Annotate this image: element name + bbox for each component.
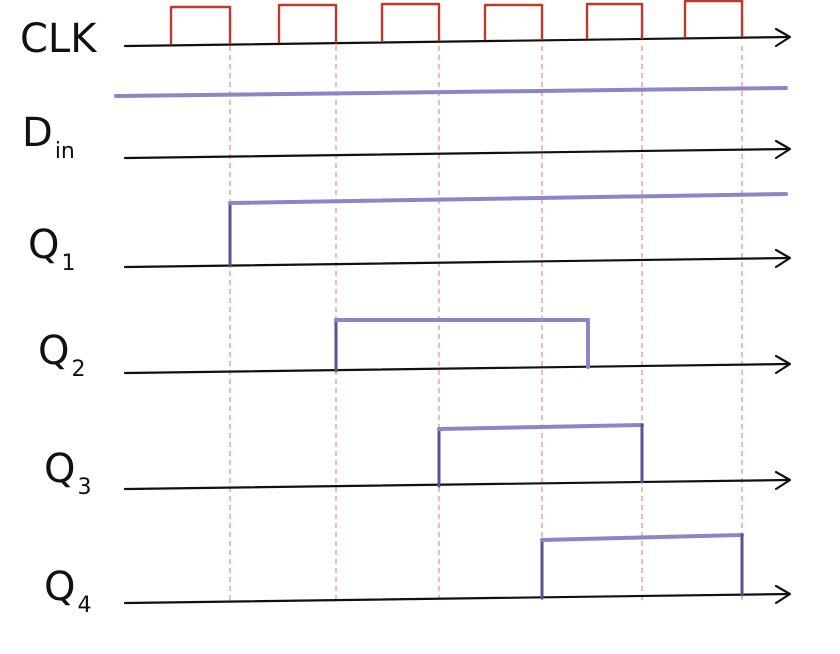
q1-label-main: Q — [28, 222, 59, 268]
q4-high-level — [540, 533, 744, 542]
q2-label: Q2 — [38, 328, 85, 382]
clk-label: CLK — [20, 16, 98, 62]
clock-pulse-4 — [483, 3, 544, 40]
clock-pulse-6 — [683, 0, 744, 37]
q1-label-subscript: 1 — [61, 251, 75, 276]
din-axis-arrowhead — [774, 139, 792, 160]
clk-row: CLK — [20, 0, 792, 62]
q2-axis-arrowhead — [774, 354, 792, 375]
q4-label-main: Q — [44, 564, 75, 610]
din-label-subscript: in — [55, 139, 75, 164]
clk-axis-arrowhead — [774, 27, 792, 48]
din-label: Din — [22, 110, 75, 164]
q3-axis — [123, 478, 790, 491]
clk-axis — [123, 35, 790, 48]
q4-row: Q4 — [44, 533, 792, 618]
q3-label: Q3 — [44, 446, 91, 500]
din-axis — [123, 147, 790, 160]
clock-pulse-1 — [169, 5, 232, 44]
clock-pulse-5 — [585, 2, 644, 39]
q3-row: Q3 — [44, 423, 792, 500]
q2-row: Q2 — [38, 318, 792, 382]
q1-axis — [123, 256, 790, 269]
clk-pulses — [169, 0, 744, 44]
din-label-main: D — [22, 110, 53, 156]
q2-label-main: Q — [38, 328, 69, 374]
q4-axis — [123, 592, 790, 605]
q3-axis-arrowhead — [774, 470, 792, 491]
clock-edge-guides — [229, 46, 743, 602]
q1-row: Q1 — [28, 192, 792, 276]
q1-high-level — [228, 192, 788, 205]
q3-label-main: Q — [44, 446, 75, 492]
q4-axis-arrowhead — [774, 584, 792, 605]
q4-label: Q4 — [44, 564, 91, 618]
q2-axis — [123, 362, 790, 375]
q4-label-subscript: 4 — [77, 593, 91, 618]
clock-pulse-3 — [380, 2, 441, 41]
din-row: Din — [22, 86, 792, 164]
q2-label-subscript: 2 — [71, 357, 85, 382]
q3-label-subscript: 3 — [77, 475, 91, 500]
clock-pulse-2 — [277, 3, 338, 43]
din-high-level — [114, 86, 788, 98]
q3-high-level — [437, 423, 644, 431]
q1-axis-arrowhead — [774, 248, 792, 269]
q1-label: Q1 — [28, 222, 75, 276]
